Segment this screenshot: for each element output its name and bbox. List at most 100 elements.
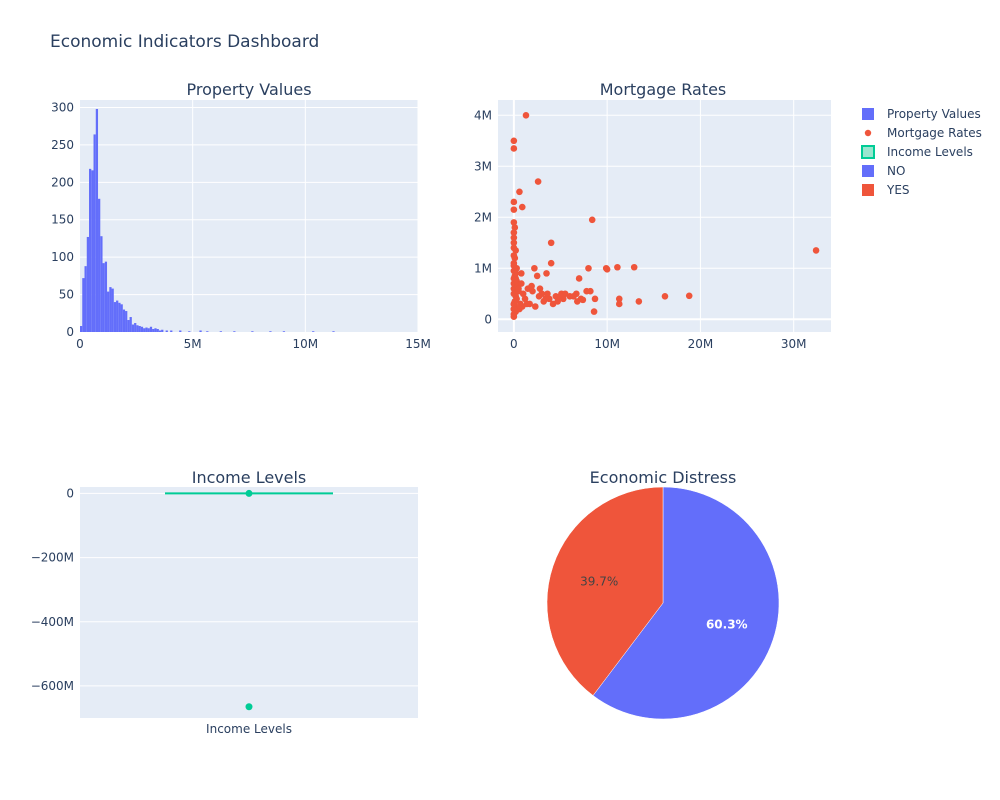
legend-label: Income Levels — [887, 145, 973, 159]
scatter-point — [518, 280, 525, 287]
scatter-point — [518, 270, 525, 277]
scatter-point — [532, 303, 539, 310]
scatter-point — [544, 290, 551, 298]
histogram-bar — [102, 263, 105, 332]
histogram-panel: 0 50 100 150 200 250 300 0 5M 10M 15M Property Va… — [51, 80, 431, 351]
histogram-bar — [219, 331, 222, 332]
histogram-y-tick-label: 250 — [51, 138, 74, 152]
histogram-bar — [82, 278, 85, 332]
scatter-point — [510, 198, 518, 206]
histogram-bar — [93, 134, 96, 332]
pie-slice-label: 60.3% — [706, 617, 748, 631]
histogram-y-tick-label: 300 — [51, 100, 74, 114]
histogram-bar — [127, 320, 130, 332]
histogram-bar — [107, 291, 110, 332]
histogram-bar — [145, 327, 148, 332]
scatter-point — [614, 263, 621, 271]
legend-box-icon — [861, 145, 875, 159]
scatter-y-tick-label: 2M — [474, 210, 492, 224]
histogram-bar — [98, 198, 101, 332]
scatter-point — [588, 216, 596, 224]
box-title: Income Levels — [192, 468, 307, 487]
histogram-bar — [131, 324, 135, 332]
scatter-y-tick-label: 1M — [474, 261, 492, 275]
scatter-point — [522, 111, 530, 119]
histogram-bar — [233, 331, 236, 332]
scatter-point — [511, 224, 519, 231]
histogram-bar — [84, 266, 87, 332]
scatter-point — [661, 293, 669, 300]
histogram-bar — [80, 326, 83, 332]
scatter-point — [521, 295, 529, 303]
histogram-bar — [104, 261, 108, 332]
pie-panel: 60.3% 39.7% Economic Distress — [546, 468, 780, 720]
scatter-point — [554, 298, 561, 305]
box-plot-area — [80, 487, 418, 718]
histogram-bar — [116, 300, 119, 332]
scatter-point — [591, 295, 599, 303]
scatter-point — [557, 293, 564, 300]
histogram-bar — [118, 302, 121, 332]
scatter-point — [615, 300, 623, 308]
box-y-tick-label: −400M — [31, 615, 74, 629]
histogram-bar — [122, 309, 126, 332]
scatter-point — [510, 229, 518, 236]
histogram-bar — [109, 287, 112, 332]
scatter-panel: 0 1M 2M 3M 4M 0 10M 20M 30M Mortgage Rates — [474, 80, 831, 351]
scatter-point — [512, 270, 520, 277]
pie-slice-label: 39.7% — [580, 575, 618, 589]
scatter-point — [534, 178, 542, 185]
histogram-bar — [89, 168, 92, 332]
scatter-x-tick-label: 0 — [510, 337, 518, 351]
histogram-bar — [136, 325, 139, 332]
scatter-point — [685, 292, 693, 300]
pie-title: Economic Distress — [590, 468, 737, 487]
scatter-point — [570, 293, 577, 300]
histogram-bar — [129, 317, 132, 332]
scatter-y-tick-label: 3M — [474, 159, 492, 173]
histogram-bar — [111, 288, 114, 332]
histogram-y-tick-label: 200 — [51, 175, 74, 189]
scatter-point — [575, 275, 583, 282]
histogram-bar — [100, 236, 103, 332]
pie-slice — [592, 486, 780, 720]
histogram-bar — [120, 304, 123, 332]
histogram-bar — [158, 330, 162, 332]
legend-dot-icon — [864, 129, 872, 137]
scatter-point — [543, 270, 550, 277]
scatter-point — [511, 254, 519, 262]
legend-bar-icon — [862, 108, 874, 120]
histogram-bar — [312, 331, 315, 332]
pie-slice — [546, 486, 664, 696]
scatter-point — [510, 206, 518, 213]
box-outlier-point — [245, 489, 253, 497]
histogram-x-tick-label: 15M — [405, 337, 431, 351]
scatter-point — [585, 264, 592, 272]
histogram-y-tick-label: 100 — [51, 250, 74, 264]
scatter-point — [510, 239, 518, 247]
histogram-x-tick-label: 10M — [293, 337, 319, 351]
scatter-title: Mortgage Rates — [600, 80, 727, 99]
legend-label: NO — [887, 164, 905, 178]
histogram-bar — [206, 331, 209, 332]
scatter-x-tick-label: 10M — [594, 337, 620, 351]
box-panel: 0 −200M −400M −600M Income Levels Income Le… — [31, 468, 418, 736]
scatter-point — [511, 298, 519, 305]
scatter-point — [512, 293, 520, 300]
histogram-bar — [179, 330, 182, 332]
scatter-point — [536, 285, 544, 292]
legend-label: Property Values — [887, 107, 981, 121]
scatter-point — [635, 298, 643, 305]
histogram-bar — [138, 326, 141, 332]
histogram-title: Property Values — [186, 80, 311, 99]
histogram-bar — [125, 311, 128, 332]
scatter-point — [516, 188, 523, 196]
scatter-point — [615, 295, 623, 303]
histogram-bar — [154, 328, 157, 332]
histogram-bar — [332, 331, 335, 332]
histogram-bar — [165, 330, 168, 332]
histogram-bar — [143, 328, 146, 332]
scatter-point — [510, 234, 518, 241]
histogram-bar — [113, 302, 117, 332]
histogram-bar — [161, 329, 164, 332]
